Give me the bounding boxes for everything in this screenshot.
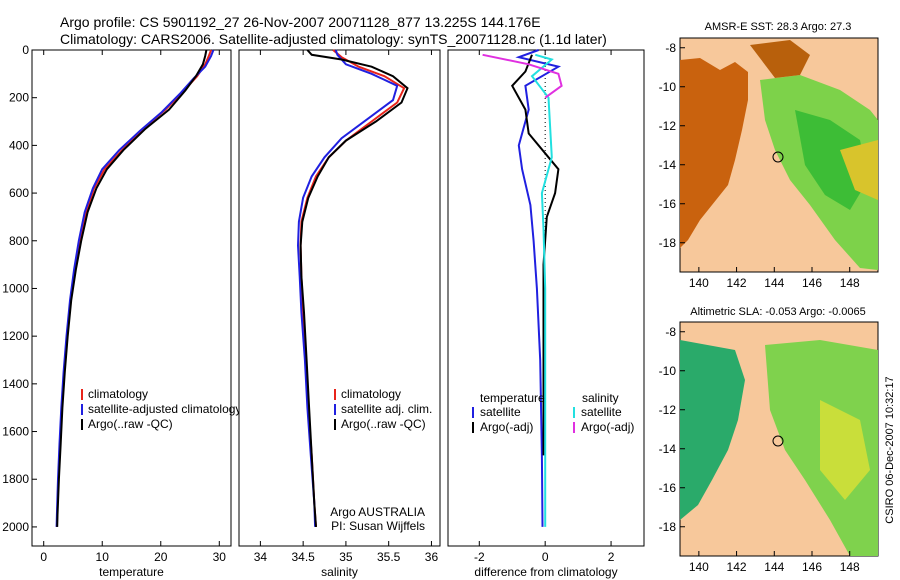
legend-label: Argo(..raw -QC) [88, 417, 173, 431]
map-x-tick-label: 148 [840, 276, 860, 290]
map-y-tick-label: -10 [659, 364, 677, 378]
map-y-tick-label: -18 [659, 520, 677, 534]
x-tick-label: 30 [213, 550, 227, 564]
plot-frame [238, 49, 441, 547]
legend-label: Argo(..raw -QC) [341, 417, 426, 431]
legend-label: climatology [341, 387, 401, 401]
map-y-tick-label: -16 [659, 481, 677, 495]
annotation-text: Argo AUSTRALIA [330, 505, 425, 519]
header-line-1: Argo profile: CS 5901192_27 26-Nov-2007 … [60, 14, 541, 30]
map-y-tick-label: -18 [659, 236, 677, 250]
salinity-panel: 34 34.5 35 35.5 36 salinity climatologysatelli… [238, 49, 441, 579]
sst-land-warm [680, 58, 748, 248]
x-tick-label: 10 [96, 550, 110, 564]
legend-label: satellite adj. clim. [341, 402, 432, 416]
x-axis-label: difference from climatology [474, 565, 617, 579]
map-x-tick-label: 142 [727, 560, 747, 574]
map-y-tick-label: -12 [659, 403, 677, 417]
map-y-tick-label: -14 [659, 158, 677, 172]
legend-label: satellite-adjusted climatology [88, 402, 241, 416]
sst-water-yellow [840, 140, 878, 200]
y-tick-label: 1600 [2, 425, 29, 439]
series-line [530, 53, 554, 527]
header-line-2: Climatology: CARS2006. Satellite-adjuste… [60, 31, 607, 47]
sst-map: AMSR-E SST: 28.3 Argo: 27.3 140 142 144 146… [659, 21, 879, 290]
legend-label: Argo(-adj) [480, 420, 533, 434]
x-tick-label: 35.5 [377, 550, 401, 564]
map-y-tick-label: -8 [665, 41, 676, 55]
sst-map-title: AMSR-E SST: 28.3 Argo: 27.3 [705, 21, 852, 33]
temperature-panel: 0 10 20 30 0 200 400 600 800 1000 1200 1400 1600 1800… [2, 43, 241, 579]
legend-label: Argo(-adj) [581, 420, 634, 434]
map-y-tick-label: -8 [665, 325, 676, 339]
series-line [510, 54, 560, 456]
y-tick-label: 600 [9, 186, 29, 200]
map-x-tick-label: 144 [764, 560, 784, 574]
series-line [56, 49, 208, 527]
legend-label: climatology [88, 387, 148, 401]
sla-map-title: Altimetric SLA: -0.053 Argo: -0.0065 [690, 306, 865, 318]
series-line [482, 53, 563, 99]
sla-water-left [680, 340, 745, 520]
map-x-tick-label: 146 [802, 276, 822, 290]
map-y-tick-label: -10 [659, 80, 677, 94]
credit-label: CSIRO 06-Dec-2007 10:32:17 [884, 376, 896, 523]
map-y-tick-label: -16 [659, 197, 677, 211]
legend-header: salinity [582, 391, 619, 405]
series-line [515, 49, 562, 527]
x-tick-label: 20 [154, 550, 168, 564]
plot-frame [31, 49, 232, 547]
x-axis-label: salinity [321, 565, 358, 579]
legend-label: satellite [480, 405, 521, 419]
map-y-tick-label: -12 [659, 119, 677, 133]
map-x-tick-label: 148 [840, 560, 860, 574]
sst-water-dark [795, 110, 868, 210]
series-line [55, 49, 215, 527]
map-x-tick-label: 142 [727, 276, 747, 290]
sst-land-north [750, 40, 810, 78]
map-x-tick-label: 140 [689, 560, 709, 574]
x-tick-label: 2 [608, 550, 615, 564]
x-tick-label: 0 [542, 550, 549, 564]
legend-label: satellite [581, 405, 622, 419]
x-tick-label: 35 [339, 550, 353, 564]
y-tick-label: 0 [22, 43, 29, 57]
map-x-tick-label: 146 [802, 560, 822, 574]
y-tick-label: 1000 [2, 281, 29, 295]
sla-water-yellow [820, 400, 870, 500]
y-tick-label: 800 [9, 234, 29, 248]
series-line [299, 49, 409, 527]
y-tick-label: 200 [9, 91, 29, 105]
sla-map: Altimetric SLA: -0.053 Argo: -0.0065 140… [659, 306, 879, 574]
legend-header: temperature [480, 391, 545, 405]
x-tick-label: 36 [425, 550, 439, 564]
annotation-text: PI: Susan Wijffels [331, 519, 425, 533]
sla-argo-marker [772, 435, 784, 447]
map-y-tick-label: -14 [659, 442, 677, 456]
y-tick-label: 1800 [2, 472, 29, 486]
map-x-tick-label: 140 [689, 276, 709, 290]
y-tick-label: 1200 [2, 329, 29, 343]
x-tick-label: -2 [474, 550, 485, 564]
y-tick-label: 2000 [2, 520, 29, 534]
x-tick-label: 34.5 [291, 550, 315, 564]
series-line [296, 49, 399, 527]
map-x-tick-label: 144 [764, 276, 784, 290]
sst-argo-marker [772, 151, 784, 163]
x-tick-label: 34 [254, 550, 268, 564]
y-tick-label: 400 [9, 138, 29, 152]
x-tick-label: 0 [40, 550, 47, 564]
y-tick-label: 1400 [2, 377, 29, 391]
x-axis-label: temperature [99, 565, 164, 579]
